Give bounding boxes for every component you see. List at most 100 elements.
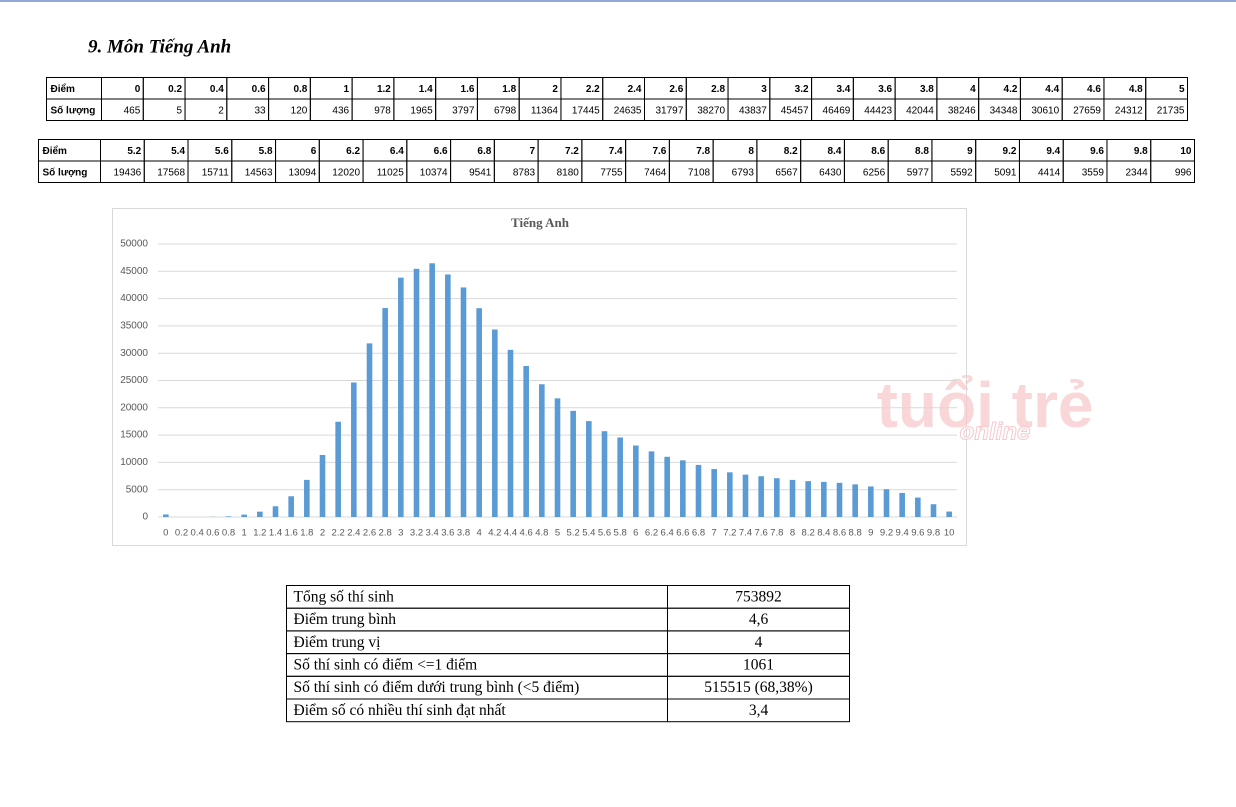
count: 44423 (864, 105, 892, 116)
y-tick-label: 40000 (120, 293, 148, 304)
score: 7.2 (565, 146, 579, 157)
x-tick-label: 8 (790, 528, 795, 539)
score: 0.8 (293, 84, 307, 95)
x-tick-label: 5.6 (598, 528, 611, 539)
score: 2.4 (628, 84, 642, 95)
bar (163, 514, 169, 517)
row-label: Điểm (43, 145, 68, 157)
x-tick-label: 5.4 (582, 528, 595, 539)
count: 11364 (531, 105, 559, 116)
count: 12020 (332, 167, 360, 178)
row-label: Số lượng (51, 104, 96, 116)
stat-label: Điểm trung bình (294, 611, 397, 628)
bar (539, 384, 545, 517)
bar (758, 476, 764, 517)
bar (241, 514, 247, 517)
bar (492, 329, 498, 517)
score: 8 (748, 146, 754, 157)
count: 9541 (469, 167, 492, 178)
bar (915, 497, 921, 517)
x-tick-label: 7 (712, 528, 717, 539)
score: 2 (552, 84, 558, 95)
row-label: Điểm (51, 83, 76, 95)
stat-value: 4,6 (749, 611, 769, 628)
x-tick-label: 3.6 (441, 528, 454, 539)
x-tick-label: 1.8 (300, 528, 313, 539)
bar (304, 479, 310, 517)
score: 5.8 (259, 146, 273, 157)
x-tick-label: 6.2 (645, 528, 658, 539)
count: 2344 (1125, 167, 1148, 178)
score: 10 (1180, 146, 1192, 157)
bar (930, 504, 937, 517)
bar (398, 277, 404, 517)
count: 24635 (614, 105, 642, 116)
table-cell (1145, 98, 1188, 121)
x-tick-label: 2.2 (332, 528, 345, 539)
score: 5.2 (127, 146, 141, 157)
count: 996 (1175, 167, 1192, 178)
count: 7755 (600, 167, 623, 178)
bar (695, 464, 702, 517)
bar (883, 489, 890, 517)
stat-label: Điểm số có nhiều thí sinh đạt nhất (294, 702, 507, 719)
x-tick-label: 6.8 (692, 528, 705, 539)
y-tick-label: 25000 (120, 375, 148, 386)
x-tick-label: 7.6 (755, 528, 768, 539)
count: 38270 (697, 105, 725, 116)
stat-value: 3,4 (749, 702, 769, 719)
bar (429, 263, 435, 517)
score: 7 (530, 146, 536, 157)
x-tick-label: 4.8 (535, 528, 548, 539)
score: 4.8 (1129, 84, 1143, 95)
score: 6 (311, 146, 317, 157)
score: 0.2 (168, 84, 182, 95)
x-tick-label: 2.6 (363, 528, 376, 539)
bar (570, 410, 576, 517)
count: 30610 (1031, 105, 1059, 116)
stat-value: 515515 (68,38%) (704, 679, 813, 696)
score: 1 (344, 84, 350, 95)
score: 5.4 (171, 146, 185, 157)
count: 2 (218, 105, 224, 116)
x-tick-label: 7.2 (723, 528, 736, 539)
bar (664, 456, 670, 517)
table-cell (1150, 160, 1195, 183)
y-tick-label: 15000 (120, 430, 148, 441)
x-tick-label: 1.6 (285, 528, 298, 539)
x-tick-label: 0.6 (206, 528, 219, 539)
x-tick-label: 1.4 (269, 528, 282, 539)
count: 33 (254, 105, 266, 116)
stat-label: Điểm trung vị (294, 634, 382, 651)
bar (476, 308, 482, 517)
y-tick-label: 20000 (120, 402, 148, 413)
bar (633, 445, 639, 517)
x-tick-label: 0 (163, 528, 168, 539)
x-tick-label: 1.2 (253, 528, 266, 539)
bar (586, 421, 592, 517)
bar (601, 431, 608, 517)
bar (852, 484, 858, 517)
score: 9.6 (1090, 146, 1104, 157)
x-tick-label: 2.8 (379, 528, 392, 539)
x-tick-label: 9.4 (896, 528, 909, 539)
bar (382, 308, 388, 517)
x-tick-label: 3.4 (426, 528, 439, 539)
stat-label: Tổng số thí sinh (294, 588, 395, 605)
x-tick-label: 7.8 (770, 528, 783, 539)
x-tick-label: 4.4 (504, 528, 517, 539)
x-tick-label: 4 (477, 528, 482, 539)
count: 8783 (513, 167, 536, 178)
x-tick-label: 6.6 (676, 528, 689, 539)
score: 9 (967, 146, 973, 157)
count: 5592 (950, 167, 973, 178)
score: 6.8 (477, 146, 491, 157)
score: 3 (761, 84, 767, 95)
score: 1.8 (502, 84, 516, 95)
bar (836, 482, 843, 517)
bar (272, 506, 279, 517)
count: 38246 (948, 105, 976, 116)
bar (523, 365, 529, 517)
count: 5 (176, 105, 182, 116)
bar (335, 421, 341, 517)
